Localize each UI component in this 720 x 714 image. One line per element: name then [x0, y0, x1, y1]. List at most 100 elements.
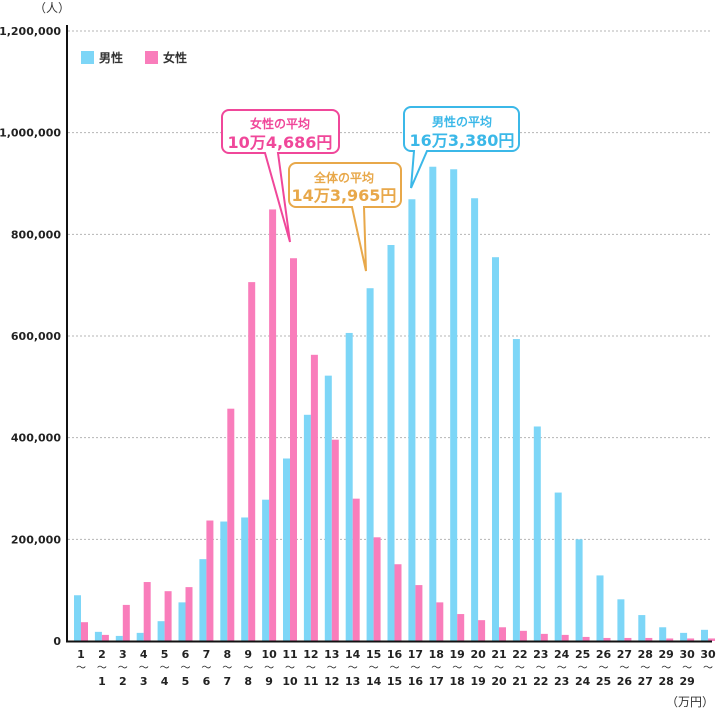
bars: [74, 166, 715, 642]
bar-male: [387, 245, 395, 641]
bar-female: [582, 636, 590, 641]
male-average-value: 16万3,380円: [410, 131, 515, 150]
x-tick-range-mark: 〜: [243, 663, 253, 674]
x-tick-label: 12: [303, 648, 318, 661]
x-tick-range-mark: 〜: [264, 663, 274, 674]
x-tick-label: 10: [282, 675, 298, 688]
bar-female: [164, 591, 172, 641]
x-tick-range-mark: 〜: [181, 663, 191, 674]
bar-male: [262, 499, 270, 641]
bar-female: [331, 439, 339, 641]
x-tick-range-mark: 〜: [578, 663, 588, 674]
x-tick-label: 4: [161, 675, 169, 688]
x-tick-label: 29: [659, 648, 674, 661]
x-tick-range-mark: 〜: [473, 663, 483, 674]
y-axis-unit: （人）: [34, 1, 70, 15]
x-tick-label: 23: [533, 648, 548, 661]
x-tick-label: 1: [98, 675, 106, 688]
x-tick-label: 24: [554, 648, 570, 661]
bar-female: [81, 622, 88, 641]
bar-female: [143, 582, 151, 641]
legend-swatch-female: [145, 51, 158, 64]
x-tick-range-mark: 〜: [285, 663, 295, 674]
x-tick-label: 26: [617, 675, 633, 688]
bar-male: [596, 575, 604, 641]
bar-male: [178, 602, 186, 641]
overall-average-value: 14万3,965円: [292, 186, 397, 205]
x-tick-label: 22: [533, 675, 548, 688]
x-tick-label: 27: [617, 648, 632, 661]
bar-female: [248, 282, 256, 641]
y-tick-label: 800,000: [11, 228, 61, 241]
x-tick-label: 7: [223, 675, 231, 688]
legend: 男性 女性: [81, 50, 187, 65]
bar-female: [561, 634, 569, 641]
bar-female: [666, 638, 674, 641]
legend-label-female: 女性: [163, 50, 187, 65]
x-tick-range-mark: 〜: [76, 663, 86, 674]
bar-female: [269, 209, 277, 642]
x-tick-range-mark: 〜: [390, 663, 400, 674]
x-tick-label: 20: [470, 648, 486, 661]
bar-female: [457, 614, 465, 641]
x-tick-label: 18: [429, 648, 444, 661]
x-tick-label: 5: [161, 648, 169, 661]
x-tick-range-mark: 〜: [348, 663, 358, 674]
x-tick-label: 9: [265, 675, 273, 688]
x-tick-label: 29: [679, 675, 694, 688]
x-tick-label: 2: [119, 675, 127, 688]
x-tick-label: 25: [575, 648, 590, 661]
x-tick-label: 2: [98, 648, 106, 661]
bar-female: [624, 637, 632, 641]
x-tick-range-mark: 〜: [640, 663, 650, 674]
x-tick-label: 16: [408, 675, 424, 688]
bar-male: [324, 375, 332, 641]
x-tick-label: 14: [345, 648, 361, 661]
female-average-label: 女性の平均: [250, 116, 310, 131]
bar-male: [512, 339, 520, 641]
bar-male: [408, 199, 416, 641]
x-tick-range-mark: 〜: [557, 663, 567, 674]
x-tick-label: 13: [345, 675, 360, 688]
bar-male: [115, 635, 123, 641]
bar-female: [436, 602, 444, 641]
bar-female: [206, 520, 214, 641]
x-tick-range-mark: 〜: [494, 663, 504, 674]
x-tick-label: 17: [408, 648, 423, 661]
x-tick-label: 23: [554, 675, 569, 688]
x-tick-range-mark: 〜: [97, 663, 107, 674]
bar-female: [352, 498, 360, 641]
x-tick-label: 4: [140, 648, 148, 661]
female-average-callout: 女性の平均 10万4,686円: [221, 109, 340, 243]
bar-female: [499, 627, 506, 641]
x-tick-label: 11: [303, 675, 318, 688]
bar-male: [492, 257, 499, 641]
bar-female: [519, 630, 527, 641]
x-tick-range-mark: 〜: [410, 663, 420, 674]
x-tick-label: 6: [203, 675, 211, 688]
bar-male: [638, 615, 646, 641]
x-tick-label: 27: [638, 675, 653, 688]
bar-male: [303, 414, 311, 641]
x-tick-label: 11: [282, 648, 297, 661]
x-tick-label: 8: [223, 648, 231, 661]
x-tick-label: 25: [596, 675, 611, 688]
x-tick-label: 3: [119, 648, 127, 661]
x-tick-label: 21: [491, 648, 506, 661]
bar-male: [157, 621, 165, 641]
x-tick-range-mark: 〜: [327, 663, 337, 674]
x-tick-label: 14: [366, 675, 382, 688]
overall-average-callout: 全体の平均 14万3,965円: [288, 162, 402, 272]
bar-male: [241, 517, 249, 641]
bar-male: [701, 629, 708, 641]
x-tick-label: 16: [387, 648, 403, 661]
x-tick-range-mark: 〜: [306, 663, 316, 674]
y-tick-label: 200,000: [11, 533, 61, 546]
x-tick-label: 30: [679, 648, 695, 661]
x-tick-range-mark: 〜: [619, 663, 629, 674]
female-average-value: 10万4,686円: [228, 133, 333, 152]
bar-female: [227, 408, 235, 641]
bar-male: [429, 166, 437, 641]
x-tick-range-mark: 〜: [160, 663, 170, 674]
x-tick-label: 9: [244, 648, 252, 661]
